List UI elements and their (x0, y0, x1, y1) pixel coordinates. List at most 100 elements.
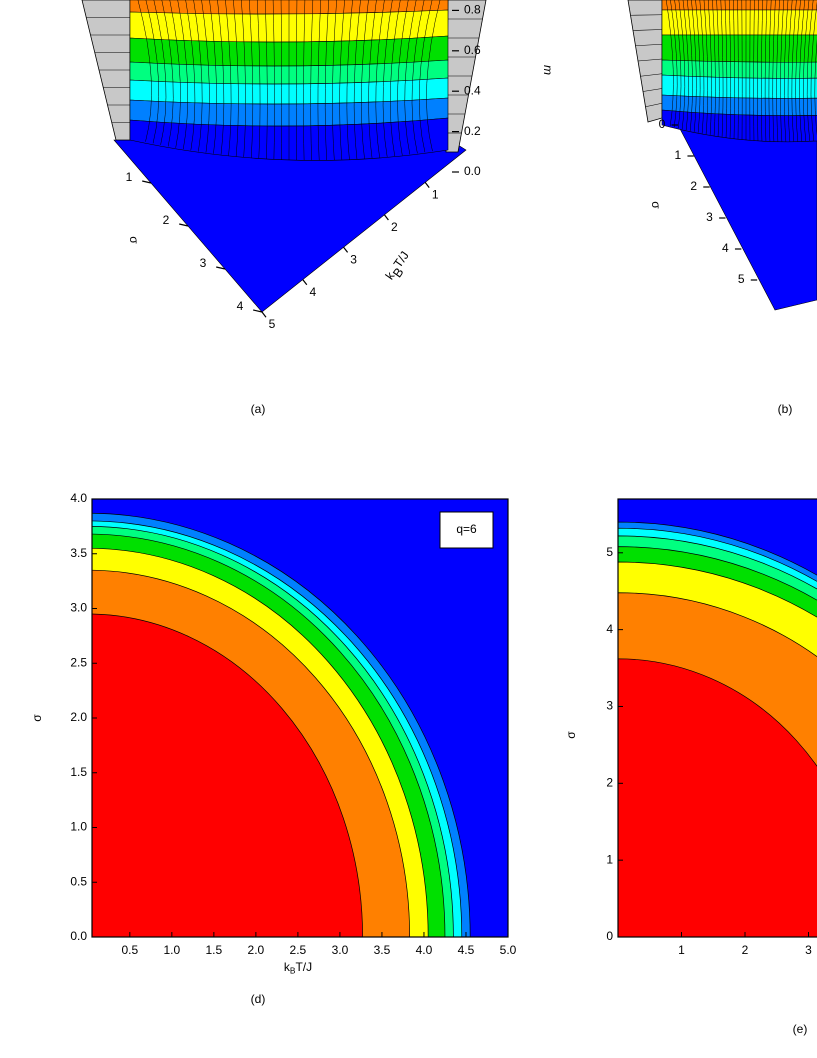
surface-mesh-line (324, 0, 329, 161)
axis-wall (627, 0, 663, 123)
surface-mesh-line (737, 0, 739, 140)
wall-grid-line (642, 88, 663, 92)
surface-mesh-line (161, 0, 174, 147)
tick-label: 3 (200, 256, 207, 270)
y-tick-label: 0 (606, 929, 613, 943)
y-tick-label: 2.0 (70, 710, 87, 724)
x-tick-label: 4.5 (458, 943, 475, 957)
surface-mesh-line (810, 1, 817, 141)
tick-label: 3 (706, 210, 713, 224)
surface-mesh-line (332, 0, 337, 161)
tick-label: 0.8 (464, 3, 481, 17)
caption: (e) (793, 1022, 808, 1036)
plot-area (618, 499, 817, 937)
wall-grid-line (630, 14, 663, 16)
surface-mesh-line (404, 0, 417, 155)
surface-mesh-line (193, 0, 203, 152)
wall-grid-line (645, 102, 663, 108)
y-tick-label: 5 (606, 545, 613, 559)
tick-label: 4 (309, 285, 316, 299)
tick-mark (253, 309, 263, 313)
y-tick-label: 2.5 (70, 655, 87, 669)
surface-mesh-line (780, 0, 785, 142)
caption: (d) (251, 992, 266, 1006)
surface-mesh-line (217, 0, 225, 155)
tick-label: 0 (659, 117, 666, 131)
surface-mesh-line (137, 0, 152, 142)
caption: (b) (778, 402, 793, 416)
surface-mesh-line (397, 0, 409, 156)
surface-mesh-line (272, 0, 275, 160)
tick-mark (261, 311, 267, 318)
surface-mesh-line (678, 0, 686, 130)
tick-mark (424, 182, 430, 188)
y-tick-label: 2 (606, 775, 613, 789)
surface-mesh-line (772, 0, 776, 142)
surface-mesh-line (724, 0, 728, 138)
surface-mesh-line (346, 0, 353, 160)
surface-mesh-line (806, 0, 814, 142)
surface-mesh-line (814, 38, 817, 136)
wall-grid-line (637, 58, 663, 62)
surface-mesh-line (368, 0, 377, 159)
surface-band (661, 59, 817, 79)
surface-mesh-line (225, 0, 232, 156)
axis-title-subscript: B (290, 966, 296, 976)
surface-mesh-line (353, 0, 361, 160)
x-tick-label: 2.0 (248, 943, 265, 957)
tick-mark (302, 279, 308, 286)
axis-title: kBT/J (383, 249, 417, 286)
tick-label: 0.6 (464, 43, 481, 57)
axis-title-part: T/J (295, 960, 312, 974)
surface-mesh-line (712, 0, 716, 136)
surface-mesh-line (682, 0, 689, 131)
contour-region (92, 613, 363, 937)
axis-title: σ (649, 201, 663, 209)
surface-mesh-line (665, 0, 674, 127)
surface-mesh-line (716, 0, 720, 137)
surface-mesh-line (411, 0, 425, 154)
surface-mesh-line (145, 0, 160, 144)
x-tick-label: 2 (742, 943, 749, 957)
surface-band (661, 109, 817, 143)
surface-mesh-line (317, 0, 322, 161)
surface-mesh-line (310, 0, 314, 161)
surface-mesh-line (241, 0, 246, 158)
tick-label: 4 (237, 299, 244, 313)
annotation-box (439, 511, 494, 549)
wall-grid-line (635, 43, 663, 47)
surface-mesh-line (426, 0, 441, 152)
tick-label: 5 (269, 317, 276, 331)
y-tick-label: 3.5 (70, 546, 87, 560)
tick-mark (383, 214, 389, 221)
x-tick-label: 1.0 (163, 943, 180, 957)
surface-mesh-line (280, 0, 283, 160)
surface-mesh-line (339, 0, 345, 160)
surface-mesh-line (256, 0, 261, 159)
y-tick-label: 4.0 (70, 491, 87, 505)
axis-title: σ (564, 731, 578, 739)
tick-label: 0.0 (464, 164, 481, 178)
x-tick-label: 2.5 (290, 943, 307, 957)
tick-label: 2 (391, 220, 398, 234)
surface-mesh-line (803, 0, 810, 142)
contour-region (618, 658, 817, 937)
surface-mesh-line (791, 0, 797, 142)
tick-label: 4 (722, 241, 729, 255)
axis-title-part: k (284, 960, 291, 974)
tick-label: 2 (163, 213, 170, 227)
surface-band (661, 74, 817, 99)
surface-mesh-line (699, 0, 705, 134)
tick-label: 1 (126, 170, 133, 184)
wall-grid-line (640, 73, 663, 77)
y-tick-label: 3 (606, 699, 613, 713)
y-tick-label: 4 (606, 622, 613, 636)
axis-title: kBT/J (284, 960, 312, 976)
surface-band (661, 0, 817, 11)
tick-label: 2 (690, 179, 697, 193)
y-tick-label: 3.0 (70, 601, 87, 615)
surface-mesh-line (201, 0, 210, 153)
axis-title: σ (30, 714, 44, 722)
y-tick-label: 0.5 (70, 874, 87, 888)
